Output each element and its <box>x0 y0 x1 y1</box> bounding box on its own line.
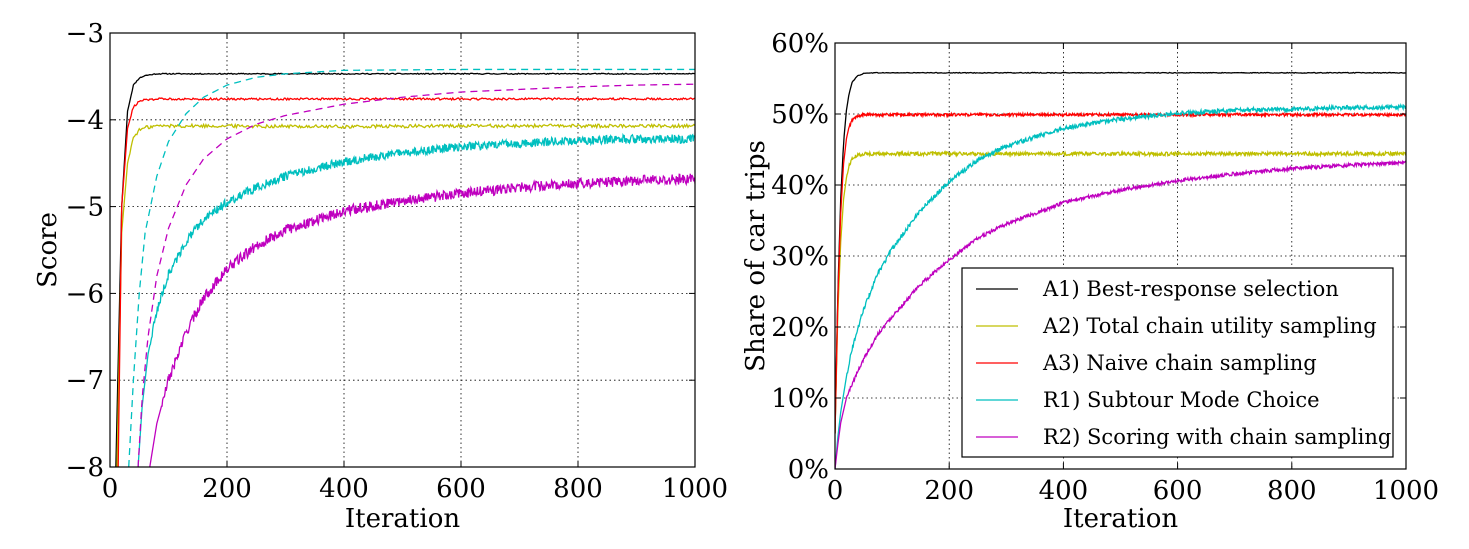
share-ytick-label: 10% <box>771 384 829 414</box>
score-chart-ticks: 0 200 400 600 800 1000 −8 −7 −6 −5 −4 −3 <box>66 19 728 504</box>
share-xtick-label: 200 <box>924 476 974 506</box>
score-chart-grid <box>110 33 695 467</box>
share-chart-ticks: 0 200 400 600 800 1000 0% 10% 20% 30% 40% 50% 60% <box>771 29 1439 506</box>
share-xtick-label: 600 <box>1153 476 1203 506</box>
share-series-line <box>835 71 1406 434</box>
score-xtick-label: 800 <box>553 474 603 504</box>
score-chart-xlabel: Iteration <box>345 504 460 534</box>
legend-label: A1) Best-response selection <box>1042 277 1339 301</box>
score-xtick-label: 600 <box>436 474 486 504</box>
score-series-line <box>149 173 695 467</box>
legend-box <box>961 267 1394 458</box>
share-ytick-label: 40% <box>771 171 829 201</box>
score-ytick-label: −8 <box>66 453 104 483</box>
share-series-line <box>835 159 1406 469</box>
share-ytick-label: 0% <box>788 455 829 485</box>
share-ytick-label: 30% <box>771 242 829 272</box>
score-ytick-label: −3 <box>66 19 104 49</box>
score-ytick-label: −6 <box>66 279 104 309</box>
score-ytick-label: −7 <box>66 366 104 396</box>
share-chart-ylabel: Share of car trips <box>741 140 771 372</box>
score-xtick-label: 400 <box>319 474 369 504</box>
share-xtick-label: 1000 <box>1373 476 1439 506</box>
score-chart-frame <box>109 32 696 468</box>
score-xtick-label: 0 <box>102 474 119 504</box>
share-chart-legend: A1) Best-response selection A2) Total cha… <box>961 267 1394 458</box>
share-chart-series <box>835 71 1406 469</box>
legend-label: A3) Naive chain sampling <box>1042 351 1317 375</box>
score-series-line <box>115 72 695 467</box>
score-ytick-label: −5 <box>66 193 104 223</box>
share-series-line <box>835 110 1406 434</box>
share-xtick-label: 400 <box>1039 476 1089 506</box>
score-series-line <box>128 68 695 467</box>
share-series-line <box>835 149 1406 434</box>
share-chart: 0 200 400 600 800 1000 0% 10% 20% 30% 40% 50% 60% It… <box>741 29 1439 534</box>
score-chart-ylabel: Score <box>33 212 63 288</box>
share-chart-xlabel: Iteration <box>1063 504 1178 534</box>
share-ytick-label: 60% <box>771 29 829 59</box>
score-xtick-label: 1000 <box>662 474 728 504</box>
score-chart: 0 200 400 600 800 1000−8−7−6−5−4−3 Iteration … <box>33 19 728 534</box>
share-xtick-label: 800 <box>1267 476 1317 506</box>
score-series-line <box>117 96 695 467</box>
legend-items: A1) Best-response selection A2) Total cha… <box>976 277 1391 449</box>
legend-label: A2) Total chain utility sampling <box>1042 314 1377 338</box>
share-ytick-label: 20% <box>771 313 829 343</box>
score-series-line <box>116 122 695 467</box>
share-ytick-label: 50% <box>771 100 829 130</box>
score-xtick-label: 200 <box>202 474 252 504</box>
score-series-line <box>137 83 695 467</box>
share-xtick-label: 0 <box>827 476 844 506</box>
legend-label: R2) Scoring with chain sampling <box>1043 425 1391 449</box>
score-ytick-label: −4 <box>66 106 104 136</box>
score-series-line <box>137 132 695 467</box>
share-series-line <box>835 102 1406 469</box>
legend-label: R1) Subtour Mode Choice <box>1043 388 1320 412</box>
score-chart-series <box>115 68 695 467</box>
